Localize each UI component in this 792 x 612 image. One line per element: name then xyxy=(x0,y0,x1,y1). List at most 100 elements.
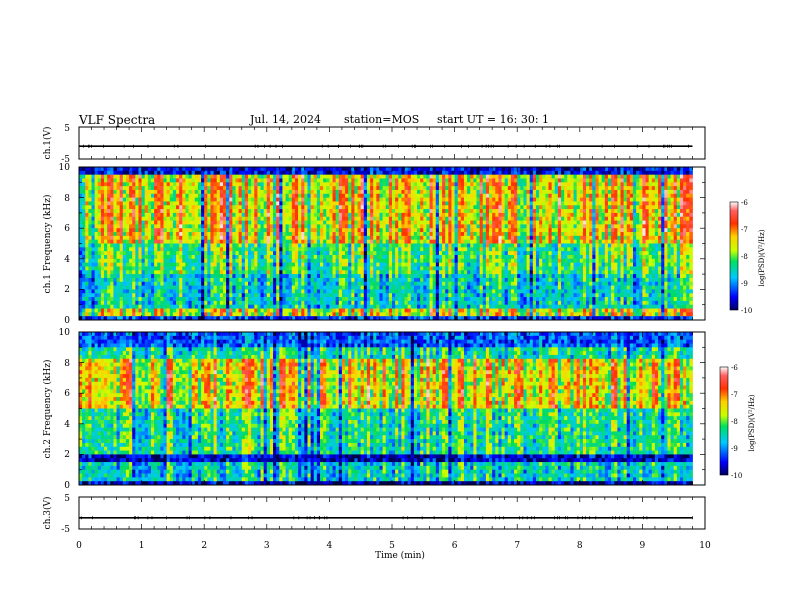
spectrogram-cell xyxy=(420,270,424,275)
spectrogram-cell xyxy=(298,182,302,187)
spectrogram-cell xyxy=(370,186,374,191)
spectrogram-cell xyxy=(82,312,86,317)
spectrogram-cell xyxy=(210,174,214,179)
spectrogram-cell xyxy=(169,266,174,271)
spectrogram-cell xyxy=(294,167,299,172)
spectrogram-cell xyxy=(169,277,174,283)
spectrogram-cell xyxy=(435,274,440,279)
spectrogram-cell xyxy=(426,212,430,218)
spectrogram-cell xyxy=(407,189,412,195)
spectrogram-cell xyxy=(144,224,149,229)
spectrogram-cell xyxy=(379,297,384,302)
spectrogram-cell xyxy=(269,270,274,275)
spectrogram-cell xyxy=(401,232,405,237)
spectrogram-cell xyxy=(263,262,268,267)
spectrogram-cell xyxy=(241,205,246,210)
spectrogram-cell xyxy=(354,270,358,275)
spectrogram-cell xyxy=(110,308,114,313)
spectrogram-cell xyxy=(417,266,421,271)
spectrogram-cell xyxy=(451,308,455,313)
spectrogram-cell xyxy=(410,228,415,233)
spectrogram-cell xyxy=(125,186,130,191)
spectrogram-cell xyxy=(107,224,111,229)
spectrogram-cell xyxy=(85,274,89,279)
spectrogram-cell xyxy=(266,170,271,176)
spectrogram-cell xyxy=(401,270,405,275)
spectrogram-cell xyxy=(404,189,409,195)
spectrogram-cell xyxy=(338,316,343,321)
spectrogram-cell xyxy=(426,201,430,206)
spectrogram-cell xyxy=(413,189,418,195)
spectrogram-cell xyxy=(213,201,218,206)
spectrogram-cell xyxy=(244,201,249,206)
spectrogram-cell xyxy=(345,189,349,195)
spectrogram-cell xyxy=(413,216,418,221)
spectrogram-cell xyxy=(260,262,265,267)
spectrogram-cell xyxy=(451,316,455,321)
spectrogram-cell xyxy=(241,262,246,267)
spectrogram-cell xyxy=(382,251,387,256)
spectrogram-cell xyxy=(163,293,168,298)
spectrogram-cell xyxy=(222,266,227,271)
spectrogram-cell xyxy=(288,170,293,176)
spectrogram-cell xyxy=(442,197,446,202)
spectrogram-cell xyxy=(241,232,246,237)
spectrogram-cell xyxy=(269,297,274,302)
spectrogram-cell xyxy=(398,274,402,279)
spectrogram-cell xyxy=(216,228,221,233)
spectrogram-cell xyxy=(388,216,393,221)
spectrogram-cell xyxy=(172,209,177,214)
spectrogram-cell xyxy=(266,167,271,172)
spectrogram-cell xyxy=(129,174,133,179)
spectrogram-cell xyxy=(238,197,243,202)
spectrogram-cell xyxy=(222,170,227,176)
spectrogram-cell xyxy=(104,232,108,237)
spectrogram-cell xyxy=(304,174,308,179)
spectrogram-cell xyxy=(197,178,202,183)
spectrogram-cell xyxy=(360,189,365,195)
spectrogram-cell xyxy=(94,201,99,206)
spectrogram-cell xyxy=(310,216,315,221)
spectrogram-cell xyxy=(229,197,233,202)
spectrogram-cell xyxy=(407,316,412,321)
spectrogram-cell xyxy=(448,312,452,317)
spectrogram-cell xyxy=(132,174,136,179)
spectrogram-cell xyxy=(219,209,224,214)
spectrogram-cell xyxy=(276,277,280,283)
spectrogram-cell xyxy=(392,178,396,183)
spectrogram-cell xyxy=(357,239,362,244)
spectrogram-cell xyxy=(370,178,374,183)
spectrogram-cell xyxy=(160,201,164,206)
spectrogram-cell xyxy=(294,178,299,183)
spectrogram-cell xyxy=(254,266,258,271)
spectrogram-cell xyxy=(232,167,236,172)
spectrogram-cell xyxy=(110,243,114,248)
spectrogram-cell xyxy=(125,216,130,221)
spectrogram-cell xyxy=(188,224,193,229)
spectrogram-cell xyxy=(201,308,205,313)
spectrogram-cell xyxy=(370,262,374,267)
spectrogram-cell xyxy=(304,182,308,187)
spectrogram-cell xyxy=(360,224,365,229)
spectrogram-cell xyxy=(150,281,155,286)
spectrogram-cell xyxy=(376,189,380,195)
spectrogram-cell xyxy=(157,254,161,260)
spectrogram-cell xyxy=(398,224,402,229)
spectrogram-cell xyxy=(125,209,130,214)
spectrogram-cell xyxy=(351,189,355,195)
spectrogram-cell xyxy=(379,209,384,214)
spectrogram-cell xyxy=(129,167,133,172)
spectrogram-cell xyxy=(426,297,430,302)
spectrogram-cell xyxy=(320,266,324,271)
spectrogram-cell xyxy=(132,251,136,256)
spectrogram-cell xyxy=(376,262,380,267)
spectrogram-cell xyxy=(150,258,155,264)
spectrogram-cell xyxy=(413,308,418,313)
spectrogram-cell xyxy=(135,167,139,172)
spectrogram-cell xyxy=(401,281,405,286)
spectrogram-cell xyxy=(222,258,227,264)
spectrogram-cell xyxy=(438,308,443,313)
spectrogram-cell xyxy=(97,235,102,241)
spectrogram-cell xyxy=(448,205,452,210)
spectrogram-cell xyxy=(94,174,99,179)
